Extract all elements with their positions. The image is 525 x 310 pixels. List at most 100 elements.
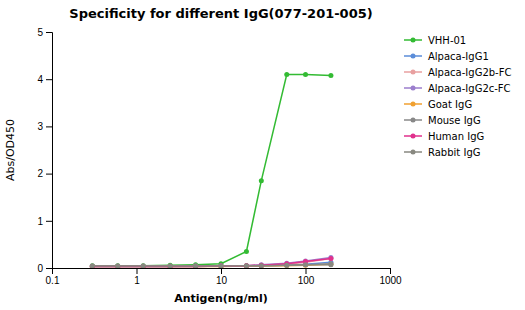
- tick-mark: [306, 268, 307, 274]
- x-axis-label: Antigen(ng/ml): [174, 292, 268, 305]
- tick-label: 4: [37, 74, 43, 85]
- chart: 0.11101001000012345Specificity for diffe…: [0, 0, 525, 310]
- point: [141, 264, 146, 268]
- tick: 10: [216, 268, 228, 286]
- line: [92, 264, 331, 266]
- legend-marker: [411, 54, 416, 59]
- point: [328, 256, 333, 261]
- point: [193, 264, 198, 268]
- point: [193, 264, 198, 268]
- point: [284, 72, 289, 77]
- point: [284, 263, 289, 268]
- point: [219, 264, 224, 268]
- legend-label: Alpaca-IgG1: [428, 51, 489, 62]
- tick-label: 1000: [379, 275, 402, 286]
- point: [303, 262, 308, 267]
- marks: [90, 72, 334, 268]
- point: [168, 264, 173, 268]
- point: [328, 73, 333, 78]
- line: [92, 74, 331, 265]
- legend-item: Alpaca-IgG1: [404, 51, 489, 62]
- point: [90, 263, 95, 268]
- tick-label: 1: [134, 275, 140, 286]
- legend-item: Alpaca-IgG2c-FC: [404, 83, 511, 94]
- line: [92, 265, 331, 266]
- legend-label: VHH-01: [428, 35, 466, 46]
- point: [168, 264, 173, 268]
- point: [115, 264, 120, 268]
- tick: 100: [298, 268, 315, 286]
- point: [90, 264, 95, 268]
- point: [115, 263, 120, 268]
- point: [244, 263, 249, 268]
- point: [90, 264, 95, 268]
- tick: 5: [37, 27, 52, 38]
- point: [193, 264, 198, 268]
- point: [284, 262, 289, 267]
- legend-marker: [411, 38, 416, 43]
- tick-label: 100: [298, 275, 315, 286]
- point: [219, 264, 224, 268]
- line: [92, 264, 331, 266]
- point: [168, 264, 173, 268]
- tick-label: 2: [37, 168, 43, 179]
- point: [259, 263, 264, 268]
- point: [284, 263, 289, 268]
- point: [90, 264, 95, 268]
- series: [90, 256, 334, 268]
- point: [168, 264, 173, 268]
- y-axis-label: Abs/OD450: [4, 119, 17, 181]
- legend-item: Goat IgG: [404, 99, 472, 110]
- point: [259, 263, 264, 268]
- point: [259, 264, 264, 268]
- point: [219, 264, 224, 268]
- tick: 1: [37, 216, 52, 227]
- y-axis: 0 1 2 3 4 5: [37, 27, 52, 274]
- tick-mark: [46, 268, 52, 269]
- point: [259, 263, 264, 268]
- point: [141, 264, 146, 268]
- point: [141, 264, 146, 268]
- tick: 1000: [379, 268, 402, 286]
- point: [141, 264, 146, 268]
- legend-item: Rabbit IgG: [404, 147, 480, 158]
- point: [328, 261, 333, 266]
- point: [168, 264, 173, 268]
- point: [244, 249, 249, 254]
- tick-mark: [46, 126, 52, 127]
- legend-item: VHH-01: [404, 35, 466, 46]
- line: [92, 259, 331, 267]
- legend: VHH-01Alpaca-IgG1Alpaca-IgG2b-FCAlpaca-I…: [404, 35, 511, 158]
- tick: 2: [37, 168, 52, 179]
- plot: 0.11101001000012345: [37, 27, 402, 286]
- title: Specificity for different IgG(077-201-00…: [69, 6, 372, 21]
- tick: 0: [37, 263, 52, 274]
- point: [193, 264, 198, 268]
- point: [115, 264, 120, 268]
- tick: 4: [37, 74, 52, 85]
- point: [259, 263, 264, 268]
- legend-label: Human IgG: [428, 131, 484, 142]
- point: [193, 264, 198, 268]
- legend-item: Mouse IgG: [404, 115, 481, 126]
- point: [90, 264, 95, 268]
- legend-marker: [411, 134, 416, 139]
- legend-label: Rabbit IgG: [428, 147, 480, 158]
- x-axis: 0.11101001000: [46, 268, 403, 286]
- point: [259, 178, 264, 183]
- tick-mark: [46, 79, 52, 80]
- tick: 1: [134, 268, 140, 286]
- point: [141, 264, 146, 268]
- point: [328, 256, 333, 261]
- point: [115, 264, 120, 268]
- legend-marker: [411, 70, 416, 75]
- point: [244, 263, 249, 268]
- tick: 3: [37, 121, 52, 132]
- legend-label: Alpaca-IgG2c-FC: [428, 83, 511, 94]
- point: [328, 262, 333, 267]
- tick-mark: [390, 268, 391, 274]
- point: [284, 263, 289, 268]
- line: [92, 258, 331, 267]
- legend-label: Goat IgG: [428, 99, 472, 110]
- legend-marker: [411, 86, 416, 91]
